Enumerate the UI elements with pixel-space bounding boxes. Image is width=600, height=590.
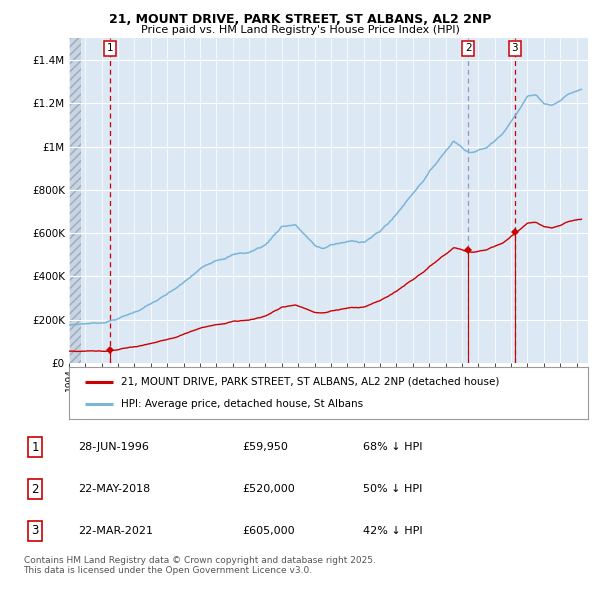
Text: 1: 1 xyxy=(31,441,39,454)
Text: 3: 3 xyxy=(31,525,39,537)
Text: 42% ↓ HPI: 42% ↓ HPI xyxy=(364,526,423,536)
Text: 28-JUN-1996: 28-JUN-1996 xyxy=(78,442,149,452)
Text: 21, MOUNT DRIVE, PARK STREET, ST ALBANS, AL2 2NP: 21, MOUNT DRIVE, PARK STREET, ST ALBANS,… xyxy=(109,13,491,26)
Text: 2: 2 xyxy=(31,483,39,496)
Bar xyxy=(69,38,81,363)
Text: 21, MOUNT DRIVE, PARK STREET, ST ALBANS, AL2 2NP (detached house): 21, MOUNT DRIVE, PARK STREET, ST ALBANS,… xyxy=(121,376,499,386)
Text: Price paid vs. HM Land Registry's House Price Index (HPI): Price paid vs. HM Land Registry's House … xyxy=(140,25,460,35)
Text: 22-MAR-2021: 22-MAR-2021 xyxy=(78,526,153,536)
Text: 2: 2 xyxy=(465,43,472,53)
Text: 68% ↓ HPI: 68% ↓ HPI xyxy=(364,442,423,452)
Text: 22-MAY-2018: 22-MAY-2018 xyxy=(78,484,151,494)
Text: 50% ↓ HPI: 50% ↓ HPI xyxy=(364,484,423,494)
Text: £59,950: £59,950 xyxy=(242,442,288,452)
Text: HPI: Average price, detached house, St Albans: HPI: Average price, detached house, St A… xyxy=(121,399,363,409)
Text: 3: 3 xyxy=(511,43,518,53)
Text: 1: 1 xyxy=(106,43,113,53)
Text: £520,000: £520,000 xyxy=(242,484,295,494)
Text: £605,000: £605,000 xyxy=(242,526,295,536)
Text: Contains HM Land Registry data © Crown copyright and database right 2025.
This d: Contains HM Land Registry data © Crown c… xyxy=(23,556,376,575)
